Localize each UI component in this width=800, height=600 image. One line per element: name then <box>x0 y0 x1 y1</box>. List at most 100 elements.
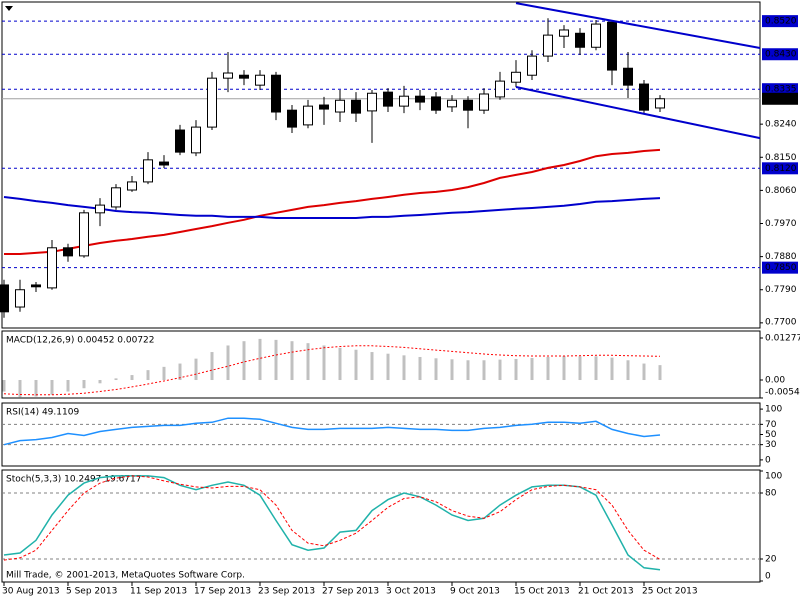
candle-body <box>639 83 649 111</box>
macd-bar <box>386 353 390 381</box>
candle-body <box>31 284 41 288</box>
y-tick-label: 0.8240 <box>765 120 797 130</box>
candle-body <box>159 161 169 166</box>
macd-bar <box>146 370 150 381</box>
level-label: 0.8430 <box>765 50 797 60</box>
candle-body <box>511 71 521 83</box>
macd-bar <box>242 341 246 381</box>
y-tick-label: 0 <box>765 455 771 465</box>
macd-signal <box>3 345 661 396</box>
macd-bar <box>210 352 214 381</box>
y-tick-label: 100 <box>765 405 782 415</box>
macd-bar <box>562 355 566 381</box>
x-tick-label: 30 Aug 2013 <box>2 587 60 597</box>
indicator-title: MACD(12,26,9) 0.00452 0.00722 <box>6 336 155 346</box>
panel-frame <box>1 1 761 329</box>
y-tick-label: 0.7880 <box>765 252 797 262</box>
macd-bar <box>370 352 374 381</box>
candle-body <box>351 99 361 114</box>
level-label: 0.8335 <box>765 85 797 95</box>
candle-body <box>303 105 313 126</box>
candle-body <box>239 74 249 79</box>
candle-body <box>255 74 265 86</box>
candle-body <box>95 204 105 214</box>
x-tick-label: 17 Sep 2013 <box>194 587 251 597</box>
candle-body <box>191 126 201 154</box>
macd-bar <box>578 356 582 381</box>
moving-average <box>4 148 661 255</box>
macd-bar <box>98 380 102 384</box>
candle-body <box>655 98 665 109</box>
x-tick-label: 5 Sep 2013 <box>66 587 117 597</box>
x-tick-label: 25 Oct 2013 <box>642 587 698 597</box>
macd-bar <box>50 380 54 395</box>
candle-body <box>127 181 137 191</box>
macd-bar <box>258 338 262 381</box>
indicator-line <box>3 475 661 561</box>
y-tick-label: 80 <box>765 488 777 498</box>
x-tick-label: 23 Sep 2013 <box>258 587 315 597</box>
candle-body <box>79 212 89 257</box>
macd-bar <box>530 357 534 381</box>
candle-body <box>383 91 393 107</box>
macd-bar <box>466 360 470 381</box>
macd-bar <box>594 356 598 381</box>
candle-body <box>527 55 537 76</box>
x-tick-label: 21 Oct 2013 <box>578 587 634 597</box>
macd-bar <box>194 358 198 381</box>
candle-body <box>47 247 57 289</box>
macd-bar <box>18 380 22 398</box>
macd-bar <box>434 358 438 381</box>
x-tick-label: 27 Sep 2013 <box>322 587 379 597</box>
y-tick-label: 0.8060 <box>765 186 797 196</box>
panel-frame <box>1 330 761 399</box>
candle-body <box>319 104 329 110</box>
x-tick-label: 3 Oct 2013 <box>386 587 436 597</box>
level-label-box <box>762 48 798 61</box>
last-price-label: 0.8309 <box>765 94 797 104</box>
y-tick-label: 0.7700 <box>765 318 797 328</box>
candle-body <box>287 109 297 128</box>
y-tick-label: 70 <box>765 420 777 430</box>
y-tick-label: 50 <box>765 430 777 440</box>
macd-bar <box>402 355 406 381</box>
macd-bar <box>226 345 230 381</box>
macd-bar <box>514 358 518 381</box>
macd-bar <box>162 366 166 381</box>
level-label: 0.8120 <box>765 164 797 174</box>
macd-bar <box>338 347 342 381</box>
candle-body <box>431 96 441 111</box>
candle-body <box>463 99 473 111</box>
candle-body <box>335 99 345 113</box>
macd-bar <box>114 378 118 381</box>
macd-bar <box>498 359 502 381</box>
candle-body <box>111 187 121 208</box>
indicator-title: RSI(14) 49.1109 <box>6 408 79 418</box>
moving-average <box>3 196 661 219</box>
trendline <box>515 2 761 49</box>
y-tick-label: 20 <box>765 555 777 565</box>
level-label: 0.7850 <box>765 263 797 273</box>
candle-body <box>447 99 457 108</box>
macd-bar <box>34 380 38 397</box>
macd-bar <box>418 356 422 381</box>
menu-arrow[interactable] <box>5 6 13 11</box>
macd-bar <box>130 375 134 381</box>
x-tick-label: 11 Sep 2013 <box>130 587 187 597</box>
indicator-title: Stoch(5,3,3) 10.2497 19.6717 <box>6 475 141 485</box>
candle-body <box>479 93 489 111</box>
y-tick-label: 0 <box>765 572 771 582</box>
candle-body <box>271 74 281 113</box>
y-tick-label: 0.8150 <box>765 153 797 163</box>
copyright: Mill Trade, © 2001-2013, MetaQuotes Soft… <box>6 571 245 581</box>
y-tick-label: -0.00546 <box>765 388 800 398</box>
x-tick-label: 15 Oct 2013 <box>514 587 570 597</box>
macd-bar <box>546 356 550 381</box>
macd-bar <box>626 360 630 381</box>
macd-bar <box>2 380 6 392</box>
macd-bar <box>322 345 326 381</box>
macd-bar <box>306 343 310 381</box>
candle-body <box>415 95 425 103</box>
